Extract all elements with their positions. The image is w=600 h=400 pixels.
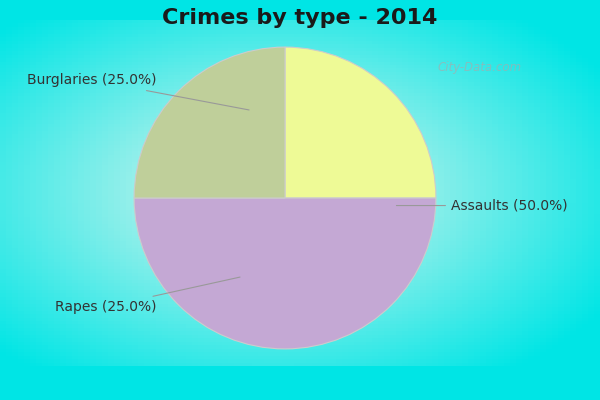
- Text: Crimes by type - 2014: Crimes by type - 2014: [163, 8, 437, 28]
- Wedge shape: [285, 47, 436, 198]
- Text: City-Data.com: City-Data.com: [438, 62, 522, 74]
- Text: Assaults (50.0%): Assaults (50.0%): [397, 198, 568, 212]
- Wedge shape: [134, 198, 436, 349]
- Text: Rapes (25.0%): Rapes (25.0%): [55, 277, 240, 314]
- Wedge shape: [134, 47, 285, 198]
- Text: Burglaries (25.0%): Burglaries (25.0%): [27, 73, 249, 110]
